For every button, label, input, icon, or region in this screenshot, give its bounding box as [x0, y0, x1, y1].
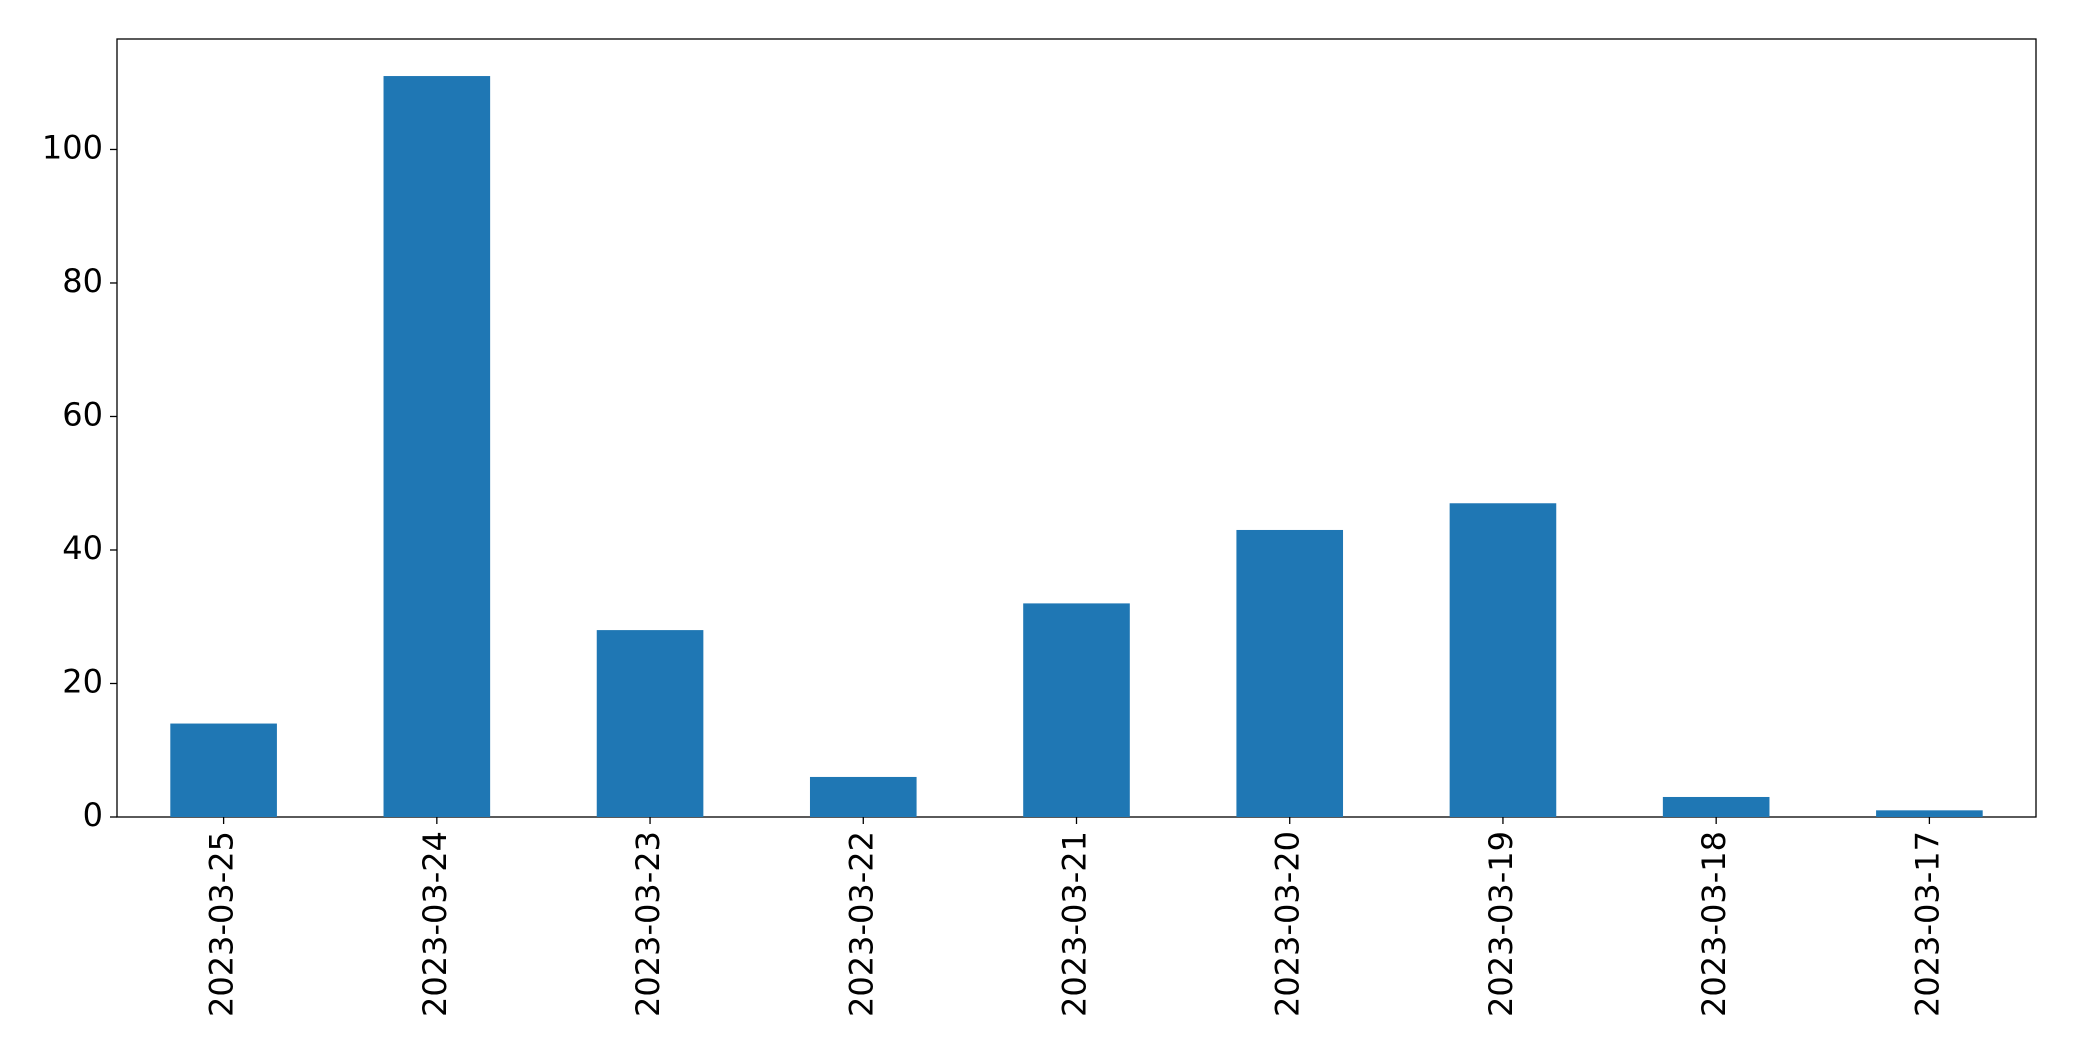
- y-tick-label: 20: [62, 662, 103, 700]
- x-tick-label: 2023-03-22: [842, 831, 880, 1017]
- x-tick-label: 2023-03-25: [203, 831, 241, 1017]
- y-tick-label: 60: [62, 395, 103, 433]
- x-tick-label: 2023-03-24: [416, 831, 454, 1017]
- y-tick-label: 80: [62, 262, 103, 300]
- bar: [1023, 603, 1130, 817]
- x-tick-label: 2023-03-19: [1482, 831, 1520, 1017]
- bar: [1876, 810, 1983, 817]
- y-tick-label: 100: [42, 128, 103, 166]
- x-tick-label: 2023-03-20: [1269, 831, 1307, 1017]
- x-tick-label: 2023-03-17: [1908, 831, 1946, 1017]
- x-tick-label: 2023-03-23: [629, 831, 667, 1017]
- y-tick-label: 40: [62, 529, 103, 567]
- bar: [383, 76, 491, 818]
- bar: [596, 630, 704, 817]
- bar: [1662, 796, 1770, 817]
- bar: [1236, 529, 1344, 817]
- bar: [1449, 503, 1557, 817]
- x-tick-label: 2023-03-21: [1056, 831, 1094, 1017]
- bar: [809, 776, 917, 817]
- y-tick-label: 0: [83, 796, 103, 834]
- x-tick-label: 2023-03-18: [1695, 831, 1733, 1017]
- bar: [170, 723, 277, 817]
